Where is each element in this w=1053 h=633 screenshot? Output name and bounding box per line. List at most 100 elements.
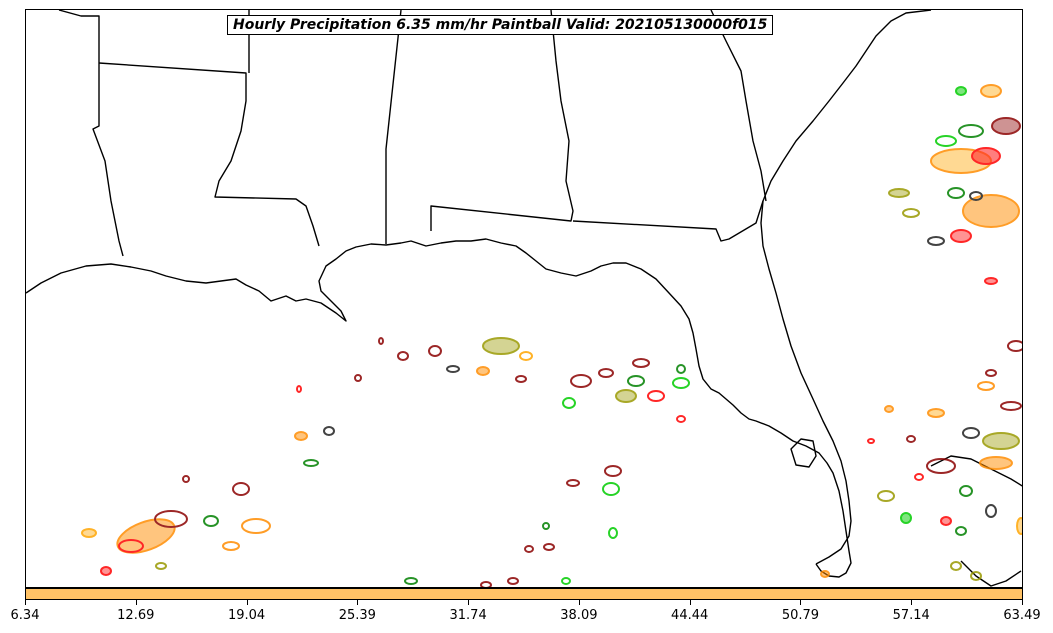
- paintball: [950, 561, 962, 571]
- paintball: [947, 187, 965, 199]
- paintball: [116, 518, 176, 554]
- paintball: [906, 435, 916, 443]
- map-title: Hourly Precipitation 6.35 mm/hr Paintbal…: [227, 15, 774, 35]
- paintball: [935, 135, 957, 147]
- paintball: [543, 543, 555, 551]
- colorbar-tick: [357, 600, 359, 605]
- colorbar-tick-label: 19.04: [227, 608, 266, 623]
- state-border-tx: [92, 63, 124, 257]
- paintball: [542, 522, 550, 530]
- paintball: [884, 405, 894, 413]
- paintball: [476, 366, 490, 376]
- paintball: [397, 351, 409, 361]
- paintball: [867, 438, 875, 444]
- paintball: [958, 124, 984, 138]
- paintball: [902, 208, 920, 218]
- paintball: [118, 539, 144, 553]
- paintball: [232, 482, 250, 496]
- colorbar-tick: [25, 600, 26, 605]
- paintball: [294, 431, 308, 441]
- paintball: [100, 566, 112, 576]
- precip-paintballs: [81, 84, 1022, 587]
- paintball: [962, 194, 1020, 228]
- paintball: [604, 465, 622, 477]
- paintball: [672, 377, 690, 389]
- paintball: [203, 515, 219, 527]
- paintball: [971, 147, 1001, 165]
- paintball: [404, 577, 418, 585]
- colorbar-tick: [689, 600, 691, 605]
- paintball: [615, 389, 637, 403]
- paintball: [888, 188, 910, 198]
- paintball: [969, 191, 983, 201]
- coastline-and-borders: [26, 10, 1022, 587]
- paintball: [940, 516, 952, 526]
- paintball: [296, 385, 302, 393]
- paintball: [927, 236, 945, 246]
- paintball: [1016, 517, 1022, 535]
- state-border-ga-fl: [572, 200, 764, 242]
- colorbar-tick: [468, 600, 470, 605]
- colorbar-tick-label: 25.39: [338, 608, 376, 623]
- coastline-west: [26, 238, 852, 578]
- colorbar-tick: [246, 600, 248, 605]
- paintball: [515, 375, 527, 383]
- paintball: [959, 485, 973, 497]
- state-border-la: [98, 62, 320, 247]
- paintball: [378, 337, 384, 345]
- colorbar-tick: [800, 600, 802, 605]
- paintball: [955, 526, 967, 536]
- lake-okeechobee: [790, 438, 817, 468]
- paintball: [627, 375, 645, 387]
- colorbar-tick-label: 31.74: [449, 608, 487, 623]
- paintball: [241, 518, 271, 534]
- paintball: [562, 397, 576, 409]
- paintball: [507, 577, 519, 585]
- paintball: [608, 527, 618, 539]
- paintball: [977, 381, 995, 391]
- paintball: [81, 528, 97, 538]
- paintball: [676, 415, 686, 423]
- paintball: [914, 473, 924, 481]
- paintball: [446, 365, 460, 373]
- state-border-ga-sc: [710, 10, 767, 202]
- colorbar-tick: [135, 600, 137, 605]
- colorbar-tick-label: 38.09: [560, 608, 598, 623]
- paintball: [955, 86, 967, 96]
- paintball: [480, 581, 492, 587]
- paintball: [877, 490, 895, 502]
- paintball: [970, 571, 982, 581]
- paintball: [950, 229, 972, 243]
- colorbar-tick: [1022, 600, 1023, 605]
- paintball: [962, 427, 980, 439]
- paintball: [354, 374, 362, 382]
- paintball: [985, 504, 997, 518]
- state-border-al: [430, 10, 574, 231]
- paintball: [982, 432, 1020, 450]
- paintball: [984, 277, 998, 285]
- colorbar-tick-label: 63.49: [1003, 608, 1041, 623]
- paintball: [323, 426, 335, 436]
- paintball: [820, 570, 830, 578]
- colorbar-tick-label: 50.79: [781, 608, 820, 623]
- paintball: [155, 562, 167, 570]
- paintball: [154, 510, 188, 528]
- paintball: [980, 84, 1002, 98]
- paintball: [598, 368, 614, 378]
- paintball: [182, 475, 190, 483]
- paintball: [570, 374, 592, 388]
- map-panel: [25, 9, 1023, 588]
- map-canvas: [26, 10, 1022, 587]
- paintball: [482, 337, 520, 355]
- paintball: [979, 456, 1013, 470]
- paintball: [1000, 401, 1022, 411]
- colorbar-tick: [911, 600, 913, 605]
- paintball: [991, 117, 1021, 135]
- colorbar: [25, 588, 1023, 600]
- colorbar-tick-label: 57.14: [892, 608, 930, 623]
- paintball: [632, 358, 650, 368]
- colorbar-tick-label: 44.44: [671, 608, 709, 623]
- paintball: [428, 345, 442, 357]
- paintball: [524, 545, 534, 553]
- state-border-ar: [58, 10, 100, 63]
